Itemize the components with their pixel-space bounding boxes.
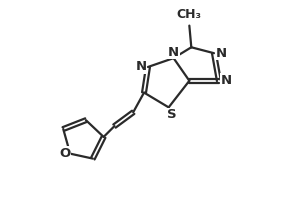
Text: N: N bbox=[215, 47, 226, 60]
Text: CH₃: CH₃ bbox=[177, 8, 202, 21]
Text: O: O bbox=[59, 147, 70, 160]
Text: S: S bbox=[167, 108, 177, 121]
Text: N: N bbox=[221, 74, 232, 87]
Text: N: N bbox=[168, 46, 179, 59]
Text: N: N bbox=[135, 60, 147, 73]
